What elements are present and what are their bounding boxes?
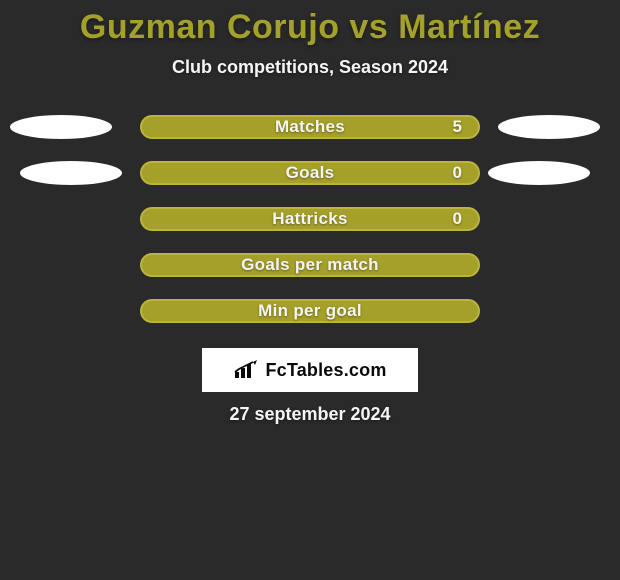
stat-label: Goals per match bbox=[241, 255, 379, 275]
stat-row: Goals per match bbox=[0, 242, 620, 288]
subtitle: Club competitions, Season 2024 bbox=[0, 57, 620, 78]
comparison-card: Guzman Corujo vs Martínez Club competiti… bbox=[0, 0, 620, 580]
stat-rows: Matches 5 Goals 0 Hattricks 0 Goals per match M… bbox=[0, 104, 620, 334]
stat-row: Hattricks 0 bbox=[0, 196, 620, 242]
stat-label: Hattricks bbox=[272, 209, 347, 229]
ellipse-left bbox=[20, 161, 122, 185]
ellipse-right bbox=[498, 115, 600, 139]
stat-label: Matches bbox=[275, 117, 345, 137]
stat-value-right: 5 bbox=[453, 117, 462, 137]
stat-bar: Goals per match bbox=[140, 253, 480, 277]
barchart-icon bbox=[233, 360, 259, 380]
ellipse-left bbox=[10, 115, 112, 139]
stat-label: Min per goal bbox=[258, 301, 362, 321]
stat-value-right: 0 bbox=[453, 209, 462, 229]
stat-row: Matches 5 bbox=[0, 104, 620, 150]
stat-bar: Matches 5 bbox=[140, 115, 480, 139]
stat-bar: Hattricks 0 bbox=[140, 207, 480, 231]
stat-label: Goals bbox=[286, 163, 335, 183]
date-text: 27 september 2024 bbox=[0, 404, 620, 425]
stat-row: Goals 0 bbox=[0, 150, 620, 196]
logo-box: FcTables.com bbox=[202, 348, 418, 392]
stat-value-right: 0 bbox=[453, 163, 462, 183]
ellipse-right bbox=[488, 161, 590, 185]
page-title: Guzman Corujo vs Martínez bbox=[0, 8, 620, 47]
stat-row: Min per goal bbox=[0, 288, 620, 334]
stat-bar: Min per goal bbox=[140, 299, 480, 323]
stat-bar: Goals 0 bbox=[140, 161, 480, 185]
logo-text: FcTables.com bbox=[265, 360, 386, 381]
